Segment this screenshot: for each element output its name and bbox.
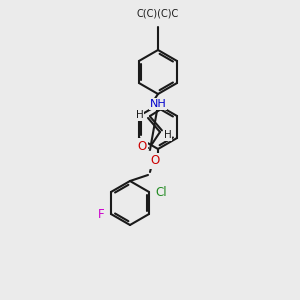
Text: C(C)(C)C: C(C)(C)C — [137, 9, 179, 19]
Text: H: H — [136, 110, 144, 120]
Text: NH: NH — [150, 99, 166, 109]
Text: O: O — [150, 154, 160, 167]
Text: F: F — [98, 208, 104, 220]
Text: O: O — [137, 140, 147, 152]
Text: Cl: Cl — [155, 185, 167, 199]
Text: H: H — [164, 130, 172, 140]
